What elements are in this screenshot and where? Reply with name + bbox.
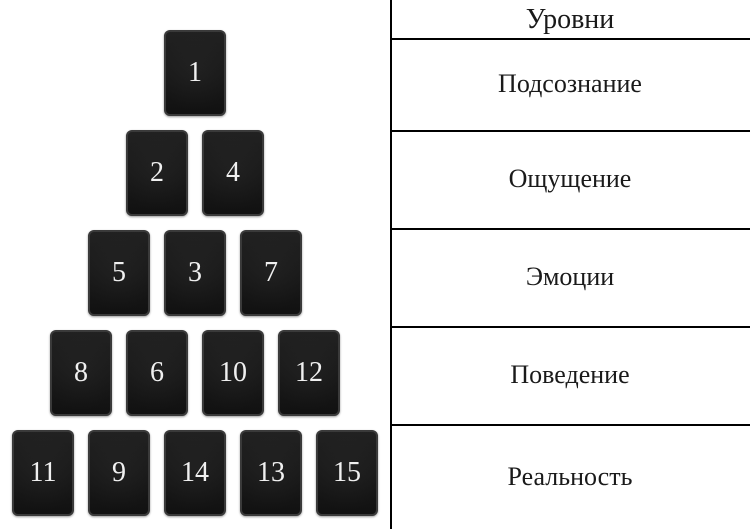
tarot-card: 5 [88,230,150,316]
level-label: Ощущение [509,164,632,194]
tarot-card: 3 [164,230,226,316]
level-row: Поведение [390,326,750,424]
tarot-card: 15 [316,430,378,516]
tarot-card: 10 [202,330,264,416]
level-row: Реальность [390,424,750,529]
levels-area: Уровни Подсознание Ощущение Эмоции Поведение… [390,0,750,529]
card-number: 7 [264,257,278,289]
card-number: 12 [295,357,323,389]
card-number: 11 [30,457,57,489]
level-label: Подсознание [498,69,642,99]
level-label: Реальность [508,462,633,492]
card-number: 4 [226,157,240,189]
card-number: 13 [257,457,285,489]
level-row: Ощущение [390,130,750,228]
card-number: 10 [219,357,247,389]
card-number: 14 [181,457,209,489]
tarot-card: 6 [126,330,188,416]
tarot-card: 11 [12,430,74,516]
level-label: Эмоции [526,262,614,292]
card-number: 9 [112,457,126,489]
diagram-root: 124537861012119141315 УровниПодсознаниеО… [0,0,750,529]
pyramid-area: 124537861012119141315 [0,0,390,529]
card-number: 3 [188,257,202,289]
card-number: 5 [112,257,126,289]
tarot-card: 12 [278,330,340,416]
level-row: Подсознание [390,38,750,130]
tarot-card: 9 [88,430,150,516]
tarot-card: 2 [126,130,188,216]
tarot-card: 7 [240,230,302,316]
level-row: Эмоции [390,228,750,326]
card-number: 1 [188,57,202,89]
level-label: Поведение [510,360,629,390]
tarot-card: 13 [240,430,302,516]
card-number: 2 [150,157,164,189]
levels-header: Уровни [390,2,750,38]
card-number: 15 [333,457,361,489]
tarot-card: 1 [164,30,226,116]
tarot-card: 4 [202,130,264,216]
card-number: 8 [74,357,88,389]
card-number: 6 [150,357,164,389]
tarot-card: 14 [164,430,226,516]
tarot-card: 8 [50,330,112,416]
